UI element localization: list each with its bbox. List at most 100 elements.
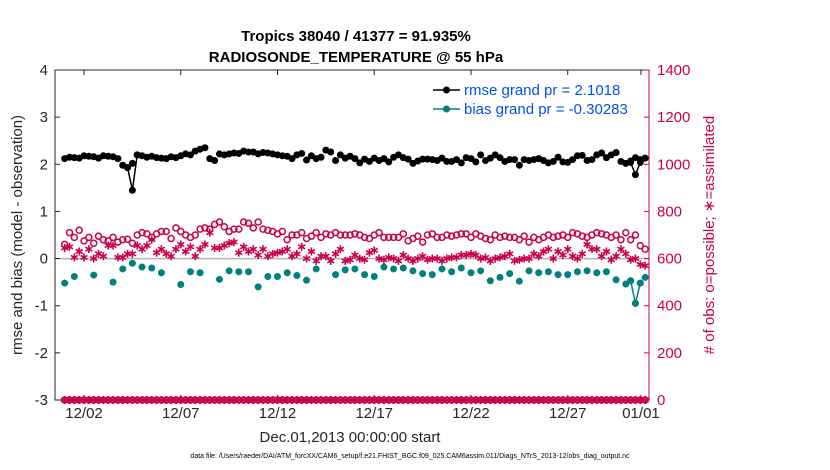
obs_possible-point [191,231,200,239]
legend: rmse grand pr = 2.1018 bias grand pr = -… [433,82,628,118]
obs_assimilated-point-stroke [263,253,272,259]
bias-point [496,273,504,281]
obs_assimilated-point [491,254,500,263]
legend-bias-marker [443,105,450,113]
bias-point [293,272,301,280]
obs_possible-point [138,228,146,237]
bias-point [109,278,117,286]
obs_possible-point [452,231,461,239]
obs_possible-point [157,227,166,236]
bias-point [244,268,252,276]
y-left-tick-label: 1 [40,203,48,220]
obs_possible-point [307,232,316,240]
bias-point [448,268,456,276]
obs_assimilated-point [641,261,649,270]
obs_assimilated-point [70,253,79,262]
obs_assimilated-point [621,249,630,258]
y-left-tick-label: 3 [40,109,48,126]
obs_assimilated-point-stroke [201,241,209,248]
obs_assimilated-point-stroke [394,258,403,264]
obs_assimilated-point-stroke [259,246,267,252]
obs_possible-point [336,231,345,239]
obs_assimilated-point [597,252,606,261]
obs_possible-point [322,230,330,238]
obs_assimilated-point [360,255,369,264]
obs_assimilated-point-stroke [544,246,553,252]
rmse-point [569,156,577,164]
x-tick-label: 12/02 [65,405,103,422]
rmse-point [506,156,514,164]
y-axis-left-ticks: -3 -2 -1 0 1 2 3 4 [35,62,60,409]
bias-point [235,268,243,276]
obs_assimilated-point [322,252,330,261]
obs_possible-point [172,224,180,232]
obs_possible-point [457,230,466,238]
obs_assimilated-point-stroke [65,244,74,250]
bias-point [303,276,311,284]
obs_possible-point [230,225,238,233]
rmse-point [288,155,296,163]
obs_possible-point [385,233,393,242]
obs_assimilated-point [563,245,572,254]
obs_possible-point [201,224,209,232]
bias-point [467,269,475,277]
obs_assimilated-point-stroke [288,253,296,259]
obs_assimilated-point [442,254,451,263]
obs_possible-point [312,228,320,237]
x-tick-label: 12/07 [162,405,200,422]
bias-point [370,272,378,280]
obs_assimilated-point-stroke [273,249,282,256]
rmse-point [496,154,504,162]
obs_possible-point [443,231,451,239]
obs_possible-point [341,231,349,239]
obs_possible-point [399,230,408,238]
y-right-tick-label: 400 [657,298,682,315]
obs_assimilated-point [544,245,553,254]
obs_assimilated-point-stroke [292,251,301,257]
obs_assimilated-point-stroke [346,257,354,263]
bias-point [525,267,533,275]
y-right-tick-label: 600 [657,251,682,268]
obs_possible-point [94,232,103,240]
obs_possible-point [254,218,262,226]
obs_assimilated-point-stroke [476,255,485,262]
obs_assimilated-point-stroke [505,251,514,257]
obs_possible-point [143,230,151,238]
bias-point [254,283,262,291]
obs_possible-point [123,235,132,243]
rmse-point [124,164,132,172]
obs_assimilated-point-stroke [196,246,204,252]
obs_assimilated-point [326,256,335,265]
obs_assimilated-point [99,252,108,261]
obs_possible-point [215,218,224,226]
rmse-point [588,156,596,164]
x-tick-label: 01/01 [622,405,660,422]
obs_assimilated-point-stroke [563,246,572,252]
obs_possible-point [433,233,441,242]
obs_assimilated-point [534,252,543,261]
obs_assimilated-point-stroke [365,249,374,256]
bias-point [186,268,194,276]
obs_possible-point [264,226,272,235]
bias-point [573,268,581,276]
obs_possible-point [244,219,253,227]
bias-point [380,263,388,271]
obs_assimilated-point [181,247,190,256]
obs_assimilated-point-stroke [307,248,316,255]
y-right-tick-label: 200 [657,345,682,362]
rmse-point [385,158,393,166]
rmse-point [477,151,485,159]
obs_possible-point [118,235,127,244]
obs_assimilated-point-stroke [462,252,471,258]
obs_possible-point [365,234,374,243]
obs_assimilated-point [592,245,601,254]
bias-point [419,270,427,278]
bias-point [641,273,649,281]
obs_possible-point [317,233,325,242]
obs_assimilated-point [375,254,383,263]
obs_assimilated-point [505,249,514,258]
obs_assimilated-point-stroke [438,258,446,264]
obs_assimilated-point-stroke [370,247,379,254]
obs_assimilated-point [254,251,263,260]
rmse-point [631,171,639,179]
